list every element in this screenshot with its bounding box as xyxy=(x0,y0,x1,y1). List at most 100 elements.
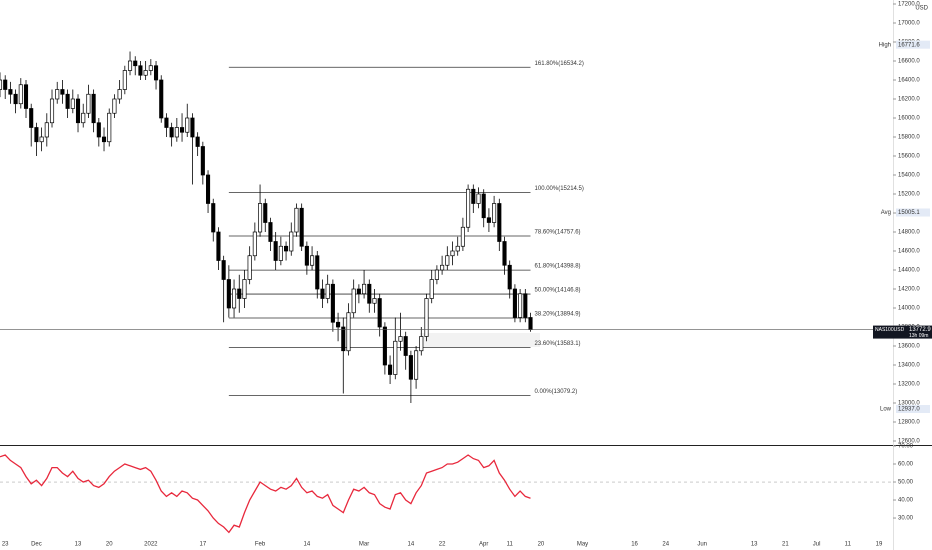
fib-label: 38.20%(13894.9) xyxy=(535,312,581,318)
y-tick-label: 13400.0 xyxy=(898,363,920,369)
x-tick-label: 24 xyxy=(662,542,669,548)
y-tick-label: 12600.0 xyxy=(898,439,920,445)
y-tick-label: 15400.0 xyxy=(898,173,920,179)
candle-body xyxy=(507,264,512,290)
candle-body xyxy=(393,340,398,375)
candle-body xyxy=(445,255,450,266)
candle-body xyxy=(429,279,434,299)
y-tick-label: 14800.0 xyxy=(898,230,920,236)
y-tick-label: 12800.0 xyxy=(898,420,920,426)
marker-value: 15005.1 xyxy=(898,210,920,216)
candle-body xyxy=(320,288,325,299)
marker-box xyxy=(896,208,930,217)
y-tick-label: 15600.0 xyxy=(898,154,920,160)
candle-body xyxy=(75,98,81,124)
candle-body xyxy=(362,283,367,295)
candle-body xyxy=(200,146,205,176)
candle-body xyxy=(55,89,60,100)
candle-body xyxy=(372,298,377,304)
candle-body xyxy=(497,203,502,242)
candle-body xyxy=(112,98,117,114)
candle-body xyxy=(190,117,195,138)
x-tick-label: Jun xyxy=(697,542,707,548)
candle-body xyxy=(486,217,491,223)
candle-body xyxy=(107,112,112,143)
x-tick-label: 21 xyxy=(782,542,789,548)
x-tick-label: 14 xyxy=(408,542,415,548)
rsi-tick-label: 50.00 xyxy=(898,480,914,486)
x-tick-label: Feb xyxy=(255,542,266,548)
candle-body xyxy=(117,89,122,100)
candle-body xyxy=(216,231,221,261)
candle-body xyxy=(403,336,408,356)
candle-body xyxy=(44,122,49,138)
candle-body xyxy=(440,264,445,271)
y-tick-label: 14200.0 xyxy=(898,287,920,293)
candle-body xyxy=(304,245,309,266)
symbol-label: NAS100USD xyxy=(875,327,905,333)
candle-body xyxy=(414,350,419,380)
y-tick-label: 16400.0 xyxy=(898,78,920,84)
candle-body xyxy=(284,245,289,252)
candle-body xyxy=(315,255,320,290)
candle-body xyxy=(466,188,471,228)
candle-body xyxy=(512,288,517,318)
y-tick-label: 14400.0 xyxy=(898,268,920,274)
x-tick-label: Mar xyxy=(359,542,369,548)
marker-box xyxy=(896,404,930,413)
y-tick-label: 13200.0 xyxy=(898,382,920,388)
last-price-label: 13772.9 xyxy=(909,327,931,333)
y-tick-label: 15200.0 xyxy=(898,192,920,198)
x-tick-label: 23 xyxy=(2,542,9,548)
rsi-line xyxy=(0,454,531,534)
candle-body xyxy=(325,283,330,299)
x-tick-label: May xyxy=(577,542,588,548)
candle-body xyxy=(13,93,18,105)
fib-label: 0.00%(13079.2) xyxy=(535,389,578,395)
candle-body xyxy=(398,336,403,342)
candle-body xyxy=(523,293,528,318)
candle-body xyxy=(91,93,96,124)
candle-body xyxy=(419,336,424,352)
last-price-box xyxy=(873,325,932,339)
marker-value: 16771.6 xyxy=(898,42,920,48)
x-tick-label: 16 xyxy=(631,542,638,548)
candle-body xyxy=(367,283,372,304)
candle-body xyxy=(237,288,242,299)
y-tick-label: 17200.0 xyxy=(898,2,920,8)
candle-body xyxy=(232,288,237,309)
x-tick-label: 2022 xyxy=(144,542,158,548)
countdown: 13h 09m xyxy=(909,333,928,339)
candle-body xyxy=(133,60,138,67)
candle-body xyxy=(258,203,263,233)
candle-body xyxy=(138,65,143,76)
candle-body xyxy=(336,321,341,328)
x-tick-label: Dec xyxy=(31,542,42,548)
candle-body xyxy=(143,70,148,76)
x-tick-label: 13 xyxy=(75,542,82,548)
y-tick-label: 16600.0 xyxy=(898,59,920,65)
candle-body xyxy=(289,231,294,252)
candle-body xyxy=(101,136,107,143)
candle-body xyxy=(263,203,268,223)
candle-body xyxy=(294,207,299,233)
candle-body xyxy=(39,136,44,143)
rsi-tick-label: 40.00 xyxy=(898,498,914,504)
x-tick-label: 19 xyxy=(876,542,883,548)
x-tick-label: 20 xyxy=(106,542,113,548)
candle-body xyxy=(273,241,278,261)
candle-body xyxy=(70,98,75,109)
y-tick-label: 17000.0 xyxy=(898,21,920,27)
marker-box xyxy=(896,40,930,49)
candle-body xyxy=(23,84,29,109)
candle-body xyxy=(528,317,533,330)
candle-body xyxy=(434,269,439,280)
rsi-tick-label: 70.00 xyxy=(898,444,914,450)
candle-body xyxy=(346,312,351,352)
candle-body xyxy=(127,60,133,71)
x-tick-label: 13 xyxy=(751,542,758,548)
candle-body xyxy=(351,288,356,314)
candle-body xyxy=(278,245,283,261)
